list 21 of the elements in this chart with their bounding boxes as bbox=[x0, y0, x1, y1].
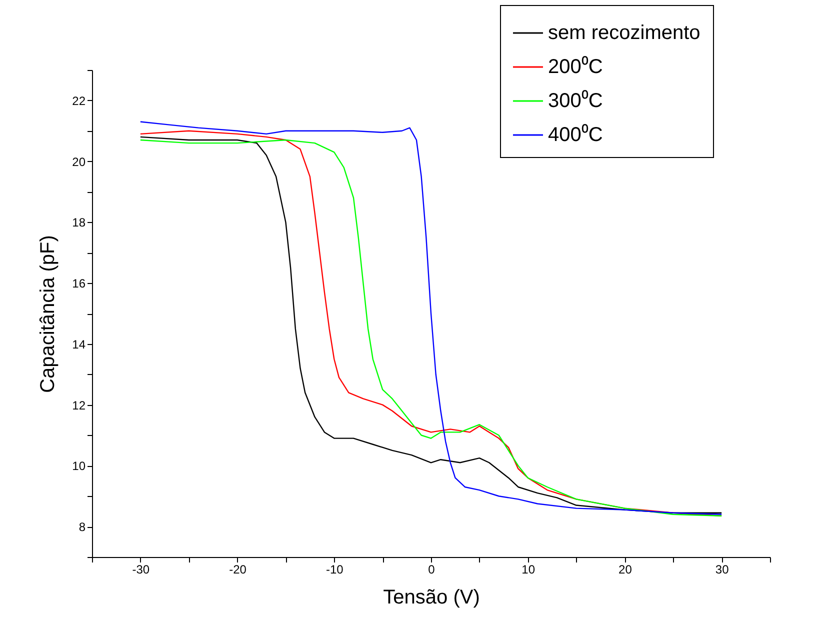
x-tick-label: 20 bbox=[618, 562, 632, 576]
y-tick-label: 16 bbox=[72, 276, 86, 291]
x-tick-label: -10 bbox=[326, 562, 344, 576]
x-tick-label: -20 bbox=[229, 562, 247, 576]
y-tick-label: 8 bbox=[78, 520, 86, 534]
x-axis-title: Tensão (V) bbox=[383, 586, 480, 608]
y-tick-label: 14 bbox=[72, 337, 86, 352]
legend-label: 300⁰C bbox=[548, 89, 603, 112]
y-tick-label: 22 bbox=[72, 94, 86, 108]
y-tick-label: 12 bbox=[72, 398, 86, 412]
legend-label: 200⁰C bbox=[548, 55, 603, 78]
y-tick-label: 20 bbox=[72, 154, 86, 169]
x-tick-label: 0 bbox=[428, 562, 436, 576]
x-tick-label: -30 bbox=[132, 562, 150, 576]
y-tick-label: 10 bbox=[72, 459, 86, 474]
x-tick-label: 10 bbox=[522, 562, 536, 576]
legend-label: sem recozimento bbox=[548, 22, 700, 44]
legend-label: 400⁰C bbox=[548, 123, 603, 146]
x-tick-label: 30 bbox=[715, 562, 730, 576]
y-axis-title: Capacitância (pF) bbox=[37, 235, 60, 393]
y-tick-label: 18 bbox=[72, 216, 86, 230]
